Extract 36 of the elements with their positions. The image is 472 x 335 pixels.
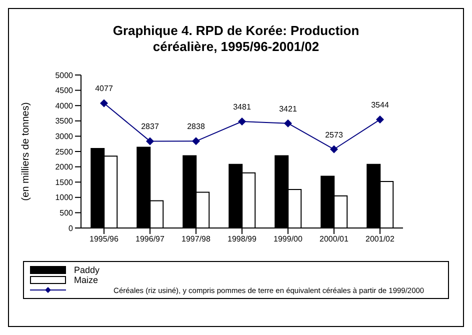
y-tick-label: 500 <box>60 208 74 218</box>
y-tick-label: 4000 <box>55 101 74 110</box>
data-label: 3481 <box>233 102 252 112</box>
y-tick-label: 3000 <box>55 132 74 142</box>
x-tick-label: 1999/00 <box>274 234 304 244</box>
point <box>238 117 246 126</box>
data-label: 3544 <box>371 100 390 110</box>
point <box>376 116 384 124</box>
y-tick-label: 1500 <box>55 178 74 187</box>
y-tick-label: 5000 <box>55 70 74 80</box>
data-label: 2573 <box>325 130 344 140</box>
x-tick-label: 2000/01 <box>320 234 350 244</box>
data-label: 2837 <box>141 122 160 132</box>
x-tick-label: 1997/98 <box>182 234 212 244</box>
chart-title: Graphique 4. RPD de Korée: Production céréalière, 1995/96-2001/02 <box>112 23 360 55</box>
legend-label: Paddy <box>74 265 100 275</box>
data-label: 3421 <box>279 104 298 114</box>
x-tick-label: 2001/02 <box>366 234 396 244</box>
x-tick-label: 1996/97 <box>136 234 166 244</box>
y-tick-label: 4500 <box>55 86 74 96</box>
point <box>100 99 108 108</box>
point <box>330 145 338 154</box>
point <box>146 137 154 146</box>
y-tick-label: 0 <box>68 224 74 233</box>
legend-label: Maize <box>74 275 98 285</box>
point <box>192 137 200 146</box>
y-axis-title: (en milliers de tonnes) <box>20 102 32 201</box>
y-tick-label: 2000 <box>55 162 74 172</box>
point <box>284 119 292 128</box>
y-tick-label: 1000 <box>55 193 74 202</box>
y-tick-label: 2500 <box>55 147 74 156</box>
y-tick-label: 3500 <box>55 116 74 126</box>
x-tick-label: 1998/99 <box>228 234 258 244</box>
data-label: 4077 <box>95 84 114 94</box>
data-label: 2838 <box>187 122 206 132</box>
x-tick-label: 1995/96 <box>90 234 120 244</box>
